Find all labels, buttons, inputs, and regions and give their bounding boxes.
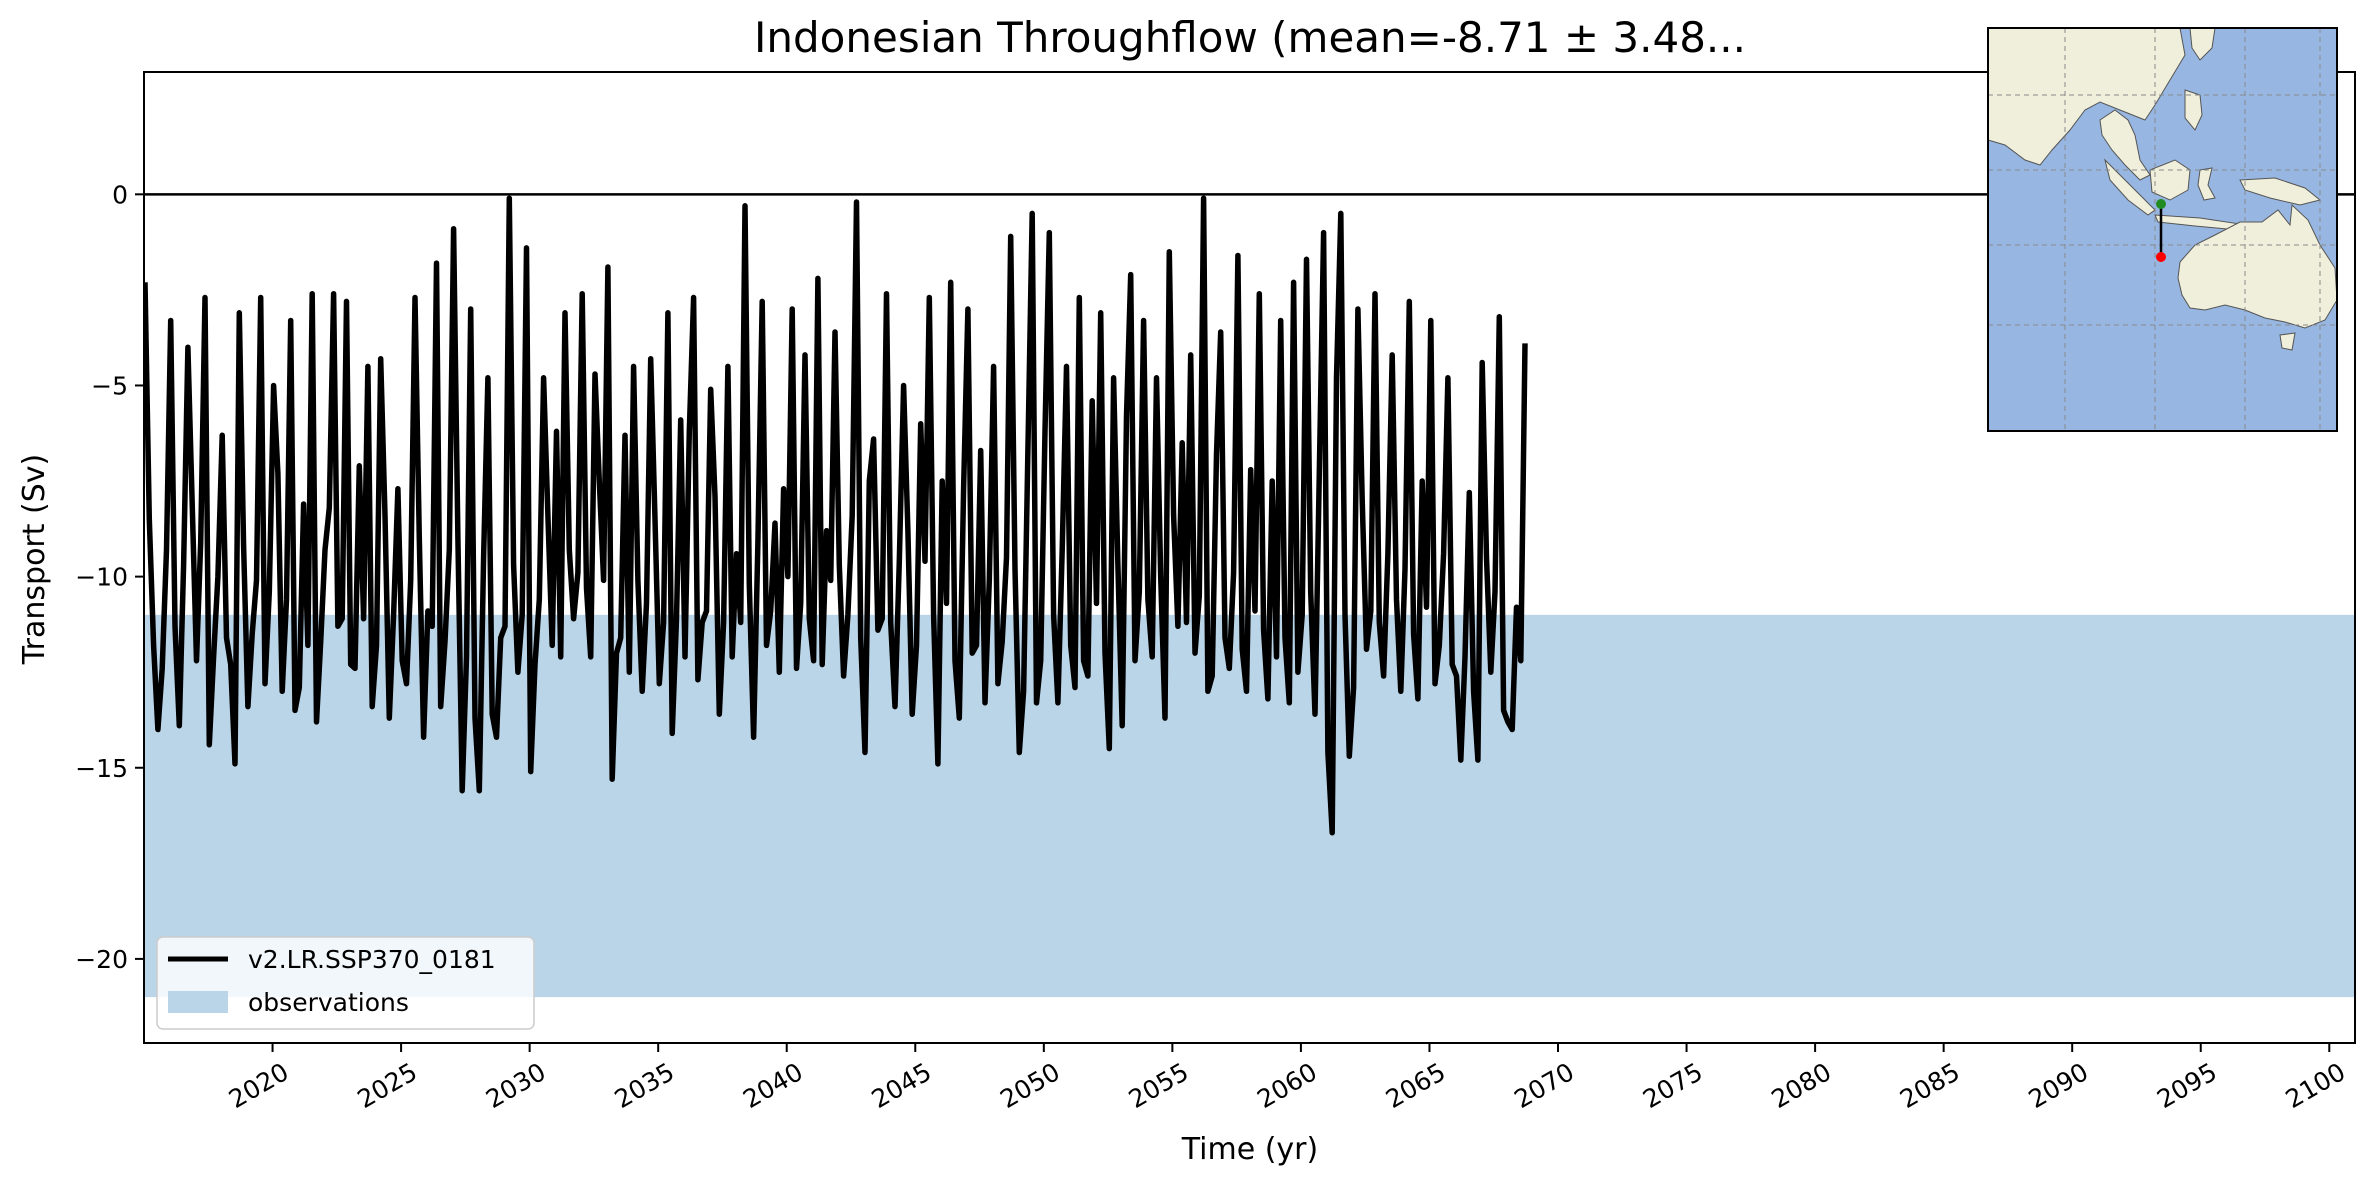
series-line-model (144, 195, 1528, 836)
legend-label-model: v2.LR.SSP370_0181 (248, 945, 496, 974)
map-land-philippines (2184, 89, 2203, 131)
legend-label-observations: observations (248, 988, 409, 1017)
legend-frame (156, 936, 535, 1030)
legend: v2.LR.SSP370_0181 observations (156, 936, 535, 1030)
map-land-tasmania (2279, 332, 2296, 351)
map-land-asia (1988, 28, 2186, 166)
y-axis-label: Transport (Sv) (17, 454, 52, 666)
map-section-start-marker (2156, 199, 2166, 209)
inset-location-map (1987, 27, 2338, 432)
map-land-new-guinea (2239, 177, 2322, 206)
map-frame (1987, 27, 2338, 432)
map-land-australia (2177, 203, 2337, 329)
map-land-japan (2189, 28, 2216, 61)
chart-title: Indonesian Throughflow (mean=-8.71 ± 3.4… (754, 13, 1746, 62)
map-land-sulawesi (2197, 167, 2216, 201)
x-axis-label: Time (yr) (1181, 1132, 1318, 1167)
y-tick-label: 0 (112, 180, 128, 209)
map-graticule (1988, 28, 2337, 431)
legend-band-swatch (168, 991, 228, 1013)
map-section-end-marker (2156, 252, 2166, 262)
plot-area (144, 193, 2355, 998)
plot-frame (143, 71, 2356, 1044)
map-land-sumatra (2104, 158, 2156, 216)
y-tick-label: −15 (75, 754, 128, 783)
observations-band (144, 614, 2355, 998)
y-tick-label: −5 (91, 371, 128, 400)
y-tick-label: −10 (75, 563, 128, 592)
y-tick-label: −20 (75, 945, 128, 974)
